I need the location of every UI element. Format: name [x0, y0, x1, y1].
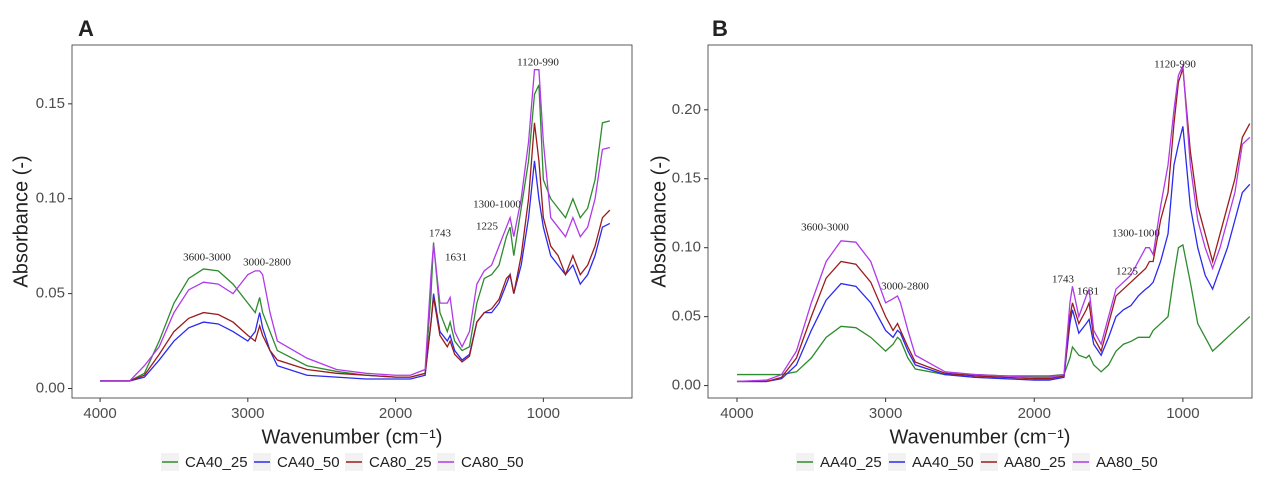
peak-annotation: 1120-990 — [517, 57, 559, 69]
legend-label: AA40_25 — [820, 454, 882, 471]
x-tick-label: 4000 — [83, 405, 116, 422]
plot-area — [72, 45, 632, 398]
x-tick-label: 2000 — [1018, 405, 1051, 422]
y-tick-label: 0.15 — [672, 170, 701, 187]
x-tick-label: 1000 — [527, 405, 560, 422]
peak-annotation: 1120-990 — [1154, 59, 1196, 71]
x-tick-label: 1000 — [1166, 405, 1199, 422]
plot-lines — [736, 63, 1251, 383]
spectrum-line — [736, 126, 1251, 383]
y-axis-title: Absorbance (-) — [648, 155, 670, 287]
peak-annotation: 1631 — [1077, 286, 1099, 298]
spectrum-line — [736, 63, 1251, 383]
y-tick-label: 0.10 — [672, 239, 701, 256]
spectrum-line — [100, 84, 611, 382]
x-axis-title: Wavenumber (cm⁻¹) — [262, 426, 443, 448]
plot-lines — [100, 69, 611, 382]
peak-annotation: 3600-3000 — [183, 252, 231, 264]
y-tick-label: 0.20 — [672, 101, 701, 118]
peak-annotation: 1300-1000 — [1112, 228, 1160, 240]
y-tick-label: 0.05 — [36, 285, 65, 302]
y-tick-label: 0.00 — [36, 379, 65, 396]
y-tick-label: 0.15 — [36, 95, 65, 112]
y-tick-label: 0.05 — [672, 308, 701, 325]
legend-label: CA40_25 — [185, 454, 248, 471]
legend-label: AA80_25 — [1004, 454, 1066, 471]
x-axis-title: Wavenumber (cm⁻¹) — [890, 426, 1071, 448]
spectrum-line — [736, 68, 1251, 383]
x-tick-label: 4000 — [720, 405, 753, 422]
x-tick-label: 3000 — [231, 405, 264, 422]
legend-label: CA80_25 — [369, 454, 432, 471]
peak-annotation: 1225 — [476, 221, 499, 233]
legend-label: CA80_50 — [461, 454, 524, 471]
spectrum-line — [100, 122, 611, 382]
plot-border — [707, 44, 1253, 399]
peak-annotation: 1225 — [1116, 266, 1139, 278]
plot-border — [71, 44, 633, 399]
peak-annotation: 3000-2800 — [243, 257, 291, 269]
peak-annotation: 3000-2800 — [881, 281, 929, 293]
y-tick-label: 0.10 — [36, 190, 65, 207]
y-axis-title: Absorbance (-) — [10, 155, 32, 287]
peak-annotation: 1631 — [445, 252, 467, 264]
spectrum-line — [100, 69, 611, 382]
peak-annotation: 1743 — [429, 228, 452, 240]
legend-label: AA80_50 — [1096, 454, 1158, 471]
panel-label: B — [712, 16, 728, 41]
legend-label: AA40_50 — [912, 454, 974, 471]
legend-label: CA40_50 — [277, 454, 340, 471]
spectrum-line — [736, 243, 1251, 377]
peak-annotation: 3600-3000 — [801, 222, 849, 234]
peak-annotation: 1743 — [1052, 274, 1075, 286]
spectrum-line — [100, 160, 611, 382]
plot-area — [708, 45, 1252, 398]
peak-annotation: 1300-1000 — [473, 199, 521, 211]
panel-label: A — [78, 16, 94, 41]
x-tick-label: 3000 — [869, 405, 902, 422]
y-tick-label: 0.00 — [672, 377, 701, 394]
x-tick-label: 2000 — [379, 405, 412, 422]
